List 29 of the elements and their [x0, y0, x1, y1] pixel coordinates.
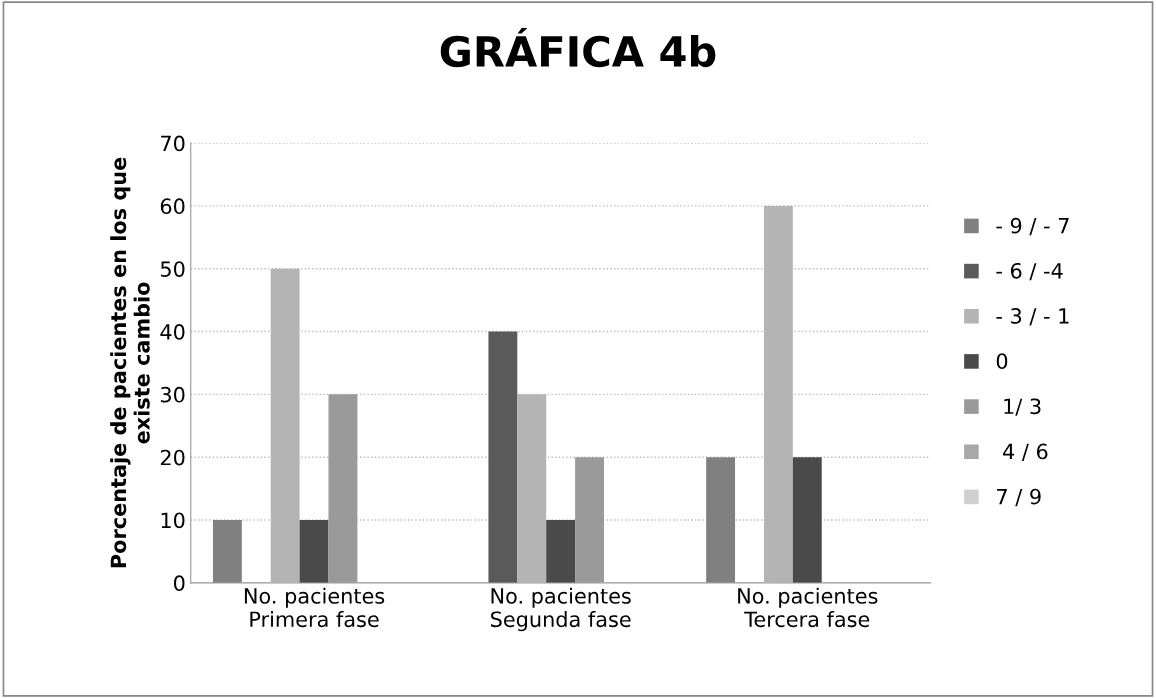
legend-label: 0: [996, 353, 1008, 369]
bar: [328, 394, 358, 583]
y-tick-label: 40: [160, 324, 185, 340]
y-tick-label: 50: [160, 261, 185, 277]
x-tick-label: No. pacientes Tercera fase: [738, 587, 878, 628]
bar: [575, 457, 604, 583]
bar: [517, 394, 547, 583]
bar: [792, 457, 822, 583]
y-tick-label: 30: [160, 386, 185, 403]
legend-label: 1/ 3: [1004, 398, 1041, 416]
legend-label: - 6 / -4: [996, 262, 1063, 281]
legend-label: 4 / 6: [1003, 443, 1048, 461]
bar: [212, 520, 242, 583]
y-tick-label: 70: [161, 135, 185, 152]
bar: [546, 520, 576, 583]
y-tick-label: 0: [174, 575, 185, 592]
y-tick-label: 20: [160, 449, 185, 466]
y-tick-label: 10: [161, 512, 185, 529]
x-tick-label: No. pacientes Primera fase: [244, 587, 385, 628]
chart-title: GRÁFICA 4b: [440, 28, 716, 68]
x-tick-label: No. pacientes Segunda fase: [491, 587, 631, 632]
y-axis-title: Porcentaje de pacientes en los que existe cambio: [110, 157, 150, 568]
legend-label: 7 / 9: [997, 488, 1041, 507]
legend-label: - 9 / - 7: [996, 217, 1069, 236]
bar: [299, 520, 329, 583]
legend-label: - 3 / - 1: [996, 308, 1069, 326]
bar: [488, 331, 518, 583]
bar: [706, 457, 736, 583]
y-tick-label: 60: [160, 198, 185, 215]
